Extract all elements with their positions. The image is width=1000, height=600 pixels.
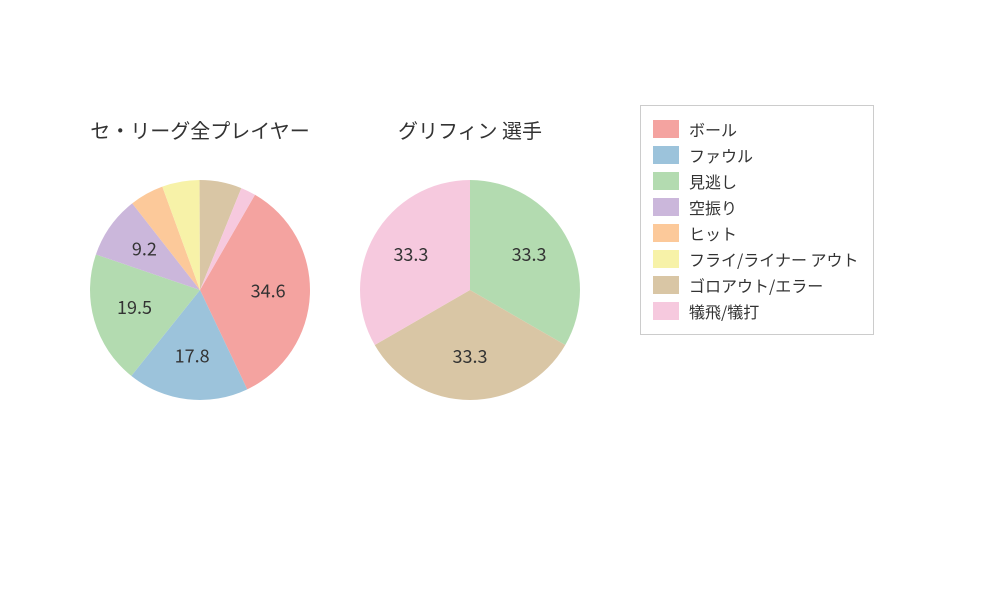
legend-label-sac: 犠飛/犠打 <box>689 299 759 323</box>
pie-league: 34.6 17.8 19.5 9.2 <box>88 178 312 402</box>
legend-item-flyout: フライ/ライナー アウト <box>653 246 859 272</box>
pie-slice-label-sac: 33.3 <box>393 241 428 267</box>
legend-label-groundout: ゴロアウト/エラー <box>689 273 823 297</box>
pie-svg-player: 33.3 33.3 33.3 <box>358 178 582 402</box>
legend-item-hit: ヒット <box>653 220 859 246</box>
pie-slice-label-ball: 34.6 <box>251 278 286 304</box>
legend-swatch-groundout <box>653 276 679 294</box>
legend-item-groundout: ゴロアウト/エラー <box>653 272 859 298</box>
chart-title-player: グリフィン 選手 <box>398 115 542 144</box>
chart-title-league: セ・リーグ全プレイヤー <box>90 115 309 144</box>
legend-label-swinging: 空振り <box>689 195 737 219</box>
pie-slice-label-groundout: 33.3 <box>453 343 488 369</box>
legend-swatch-flyout <box>653 250 679 268</box>
legend-item-ball: ボール <box>653 116 859 142</box>
legend-label-ball: ボール <box>689 117 737 141</box>
legend-label-looking: 見逃し <box>689 169 737 193</box>
legend-swatch-looking <box>653 172 679 190</box>
legend-label-hit: ヒット <box>689 221 737 245</box>
pie-player: 33.3 33.3 33.3 <box>358 178 582 402</box>
legend-item-sac: 犠飛/犠打 <box>653 298 859 324</box>
legend-item-swinging: 空振り <box>653 194 859 220</box>
pie-svg-league: 34.6 17.8 19.5 9.2 <box>88 178 312 402</box>
pie-slice-label-foul: 17.8 <box>175 343 210 369</box>
legend: ボールファウル見逃し空振りヒットフライ/ライナー アウトゴロアウト/エラー犠飛/… <box>640 105 874 335</box>
legend-item-foul: ファウル <box>653 142 859 168</box>
legend-swatch-sac <box>653 302 679 320</box>
pie-slice-label-swinging: 9.2 <box>132 235 157 261</box>
pie-slice-label-looking: 19.5 <box>117 294 152 320</box>
legend-item-looking: 見逃し <box>653 168 859 194</box>
legend-swatch-swinging <box>653 198 679 216</box>
legend-swatch-ball <box>653 120 679 138</box>
legend-label-flyout: フライ/ライナー アウト <box>689 247 859 271</box>
legend-label-foul: ファウル <box>689 143 753 167</box>
legend-swatch-hit <box>653 224 679 242</box>
legend-swatch-foul <box>653 146 679 164</box>
pie-slice-label-looking: 33.3 <box>512 241 547 267</box>
chart-stage: セ・リーグ全プレイヤー34.617.819.59.2グリフィン 選手33.333… <box>0 0 1000 600</box>
